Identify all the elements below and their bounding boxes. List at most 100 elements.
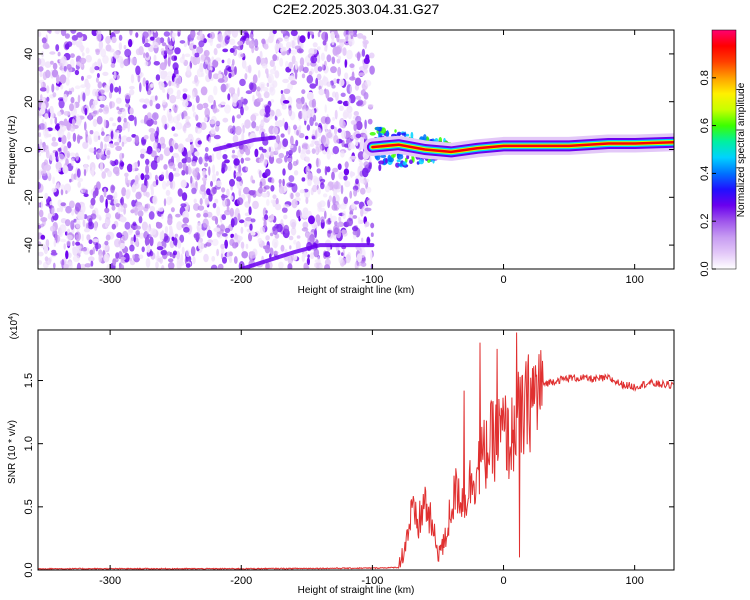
noise-blob	[166, 196, 172, 206]
noise-blob	[326, 54, 332, 63]
noise-blob	[216, 248, 220, 257]
noise-blob	[200, 86, 208, 96]
noise-blob	[202, 218, 209, 228]
noise-blob	[203, 243, 207, 248]
noise-blob	[63, 145, 68, 155]
noise-blob	[232, 149, 235, 154]
noise-blob	[163, 70, 168, 78]
noise-blob	[327, 97, 334, 102]
noise-blob	[235, 171, 243, 177]
noise-blob	[233, 158, 240, 166]
noise-blob	[196, 68, 204, 78]
noise-blob	[172, 116, 180, 124]
noise-blob	[137, 210, 144, 218]
noise-blob	[341, 121, 347, 128]
noise-blob	[50, 118, 53, 125]
noise-blob	[280, 30, 287, 34]
y-tick-label: 0.5	[23, 499, 35, 514]
noise-blob	[112, 258, 117, 266]
noise-blob	[230, 218, 235, 228]
colorbar-ticks: 0.0 0.2 0.4 0.6 0.8	[699, 70, 716, 277]
noise-blob	[326, 81, 332, 87]
noise-blob	[210, 264, 218, 269]
noise-blob	[53, 239, 57, 247]
noise-blob	[226, 188, 230, 198]
noise-blob	[77, 211, 84, 221]
noise-blob	[131, 199, 136, 207]
noise-blob	[214, 216, 219, 225]
noise-blob	[305, 156, 310, 163]
noise-blob	[54, 124, 60, 131]
noise-blob	[290, 49, 298, 55]
onset-blob	[423, 134, 427, 141]
noise-blob	[333, 181, 341, 191]
noise-blob	[172, 167, 176, 172]
noise-blob	[324, 185, 330, 193]
noise-blob	[81, 233, 84, 242]
noise-blob	[173, 55, 178, 61]
noise-blob	[312, 42, 318, 48]
noise-blob	[57, 153, 65, 162]
noise-blob	[181, 246, 185, 255]
noise-blob	[222, 198, 228, 207]
noise-blob	[307, 172, 313, 182]
noise-blob	[128, 227, 134, 234]
noise-blob	[245, 90, 253, 95]
noise-blob	[217, 78, 225, 83]
noise-blob	[123, 207, 126, 215]
noise-blob	[261, 148, 267, 153]
noise-blob	[113, 30, 120, 34]
noise-blob	[178, 261, 185, 266]
noise-blob	[182, 210, 190, 220]
noise-blob	[224, 227, 231, 234]
noise-blob	[54, 116, 58, 125]
noise-blob	[126, 179, 132, 184]
noise-blob	[154, 95, 158, 101]
noise-blob	[69, 103, 74, 112]
noise-blob	[71, 118, 76, 126]
noise-blob	[343, 109, 349, 118]
noise-blob	[306, 124, 311, 131]
noise-blob	[118, 34, 123, 41]
noise-blob	[211, 153, 215, 162]
noise-blob	[272, 199, 277, 208]
noise-blob	[275, 134, 281, 145]
noise-blob	[355, 133, 362, 139]
noise-blob	[309, 83, 317, 89]
noise-blob	[213, 227, 221, 232]
noise-blob	[238, 219, 245, 224]
noise-blob	[221, 233, 228, 237]
noise-blob	[113, 141, 120, 146]
noise-blob	[144, 236, 150, 247]
noise-blob	[252, 200, 259, 210]
noise-blob	[334, 220, 338, 226]
noise-blob	[275, 203, 282, 211]
noise-blob	[174, 47, 181, 55]
noise-blob	[127, 122, 130, 133]
noise-blob	[114, 238, 121, 248]
noise-blob	[215, 57, 221, 62]
noise-blob	[104, 143, 107, 149]
noise-blob	[212, 73, 220, 80]
noise-blob	[146, 226, 151, 233]
noise-blob	[90, 104, 96, 112]
noise-blob	[94, 66, 100, 71]
noise-blob	[93, 221, 98, 231]
noise-blob	[162, 180, 167, 190]
noise-blob	[105, 35, 111, 45]
noise-blob	[333, 224, 340, 234]
noise-blob	[182, 88, 188, 93]
noise-blob	[135, 230, 140, 236]
noise-blob	[63, 263, 69, 269]
noise-blob	[350, 35, 353, 40]
noise-blob	[249, 142, 254, 147]
noise-blob	[123, 203, 128, 209]
x-tick-label: -300	[99, 575, 121, 587]
ridge-core	[371, 141, 674, 154]
noise-blob	[43, 245, 49, 255]
noise-blob	[116, 232, 123, 239]
noise-blob	[360, 89, 366, 96]
noise-blob	[323, 251, 331, 258]
noise-blob	[146, 244, 151, 253]
noise-blob	[130, 74, 135, 84]
